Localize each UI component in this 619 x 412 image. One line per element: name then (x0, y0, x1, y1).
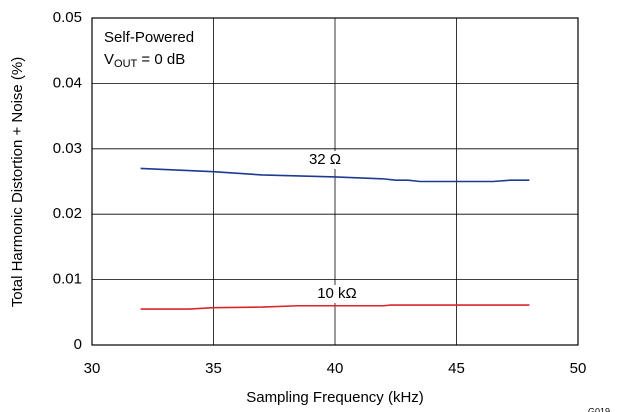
figure-id: G019 (588, 406, 610, 412)
data-line (140, 167, 530, 183)
x-tick-label: 35 (205, 360, 222, 377)
y-tick-label: 0.05 (53, 9, 82, 26)
y-tick-label: 0.01 (53, 271, 82, 288)
plot-frame (91, 17, 579, 346)
series-label: 10 kΩ (317, 285, 357, 302)
series-label: 32 Ω (309, 151, 341, 168)
annotation: VOUT = 0 dB (104, 51, 185, 70)
annotation-text: = 0 dB (137, 51, 185, 68)
y-axis-label: Total Harmonic Distortion + Noise (%) (9, 57, 26, 308)
x-tick-label: 40 (327, 360, 344, 377)
y-tick-label: 0.03 (53, 140, 82, 157)
x-tick-label: 30 (84, 360, 101, 377)
x-axis-label: Sampling Frequency (kHz) (246, 389, 424, 406)
annotation-text: V (104, 51, 114, 68)
label-background (297, 151, 353, 169)
y-tick-label: 0.02 (53, 205, 82, 222)
label-background (309, 285, 365, 303)
y-tick-label: 0.04 (53, 74, 82, 91)
y-tick-label: 0 (74, 336, 82, 353)
annotation: Self-Powered (104, 29, 194, 46)
x-tick-label: 45 (448, 360, 465, 377)
x-tick-label: 50 (570, 360, 587, 377)
data-line (140, 304, 530, 310)
annotation-sub: OUT (114, 58, 138, 70)
